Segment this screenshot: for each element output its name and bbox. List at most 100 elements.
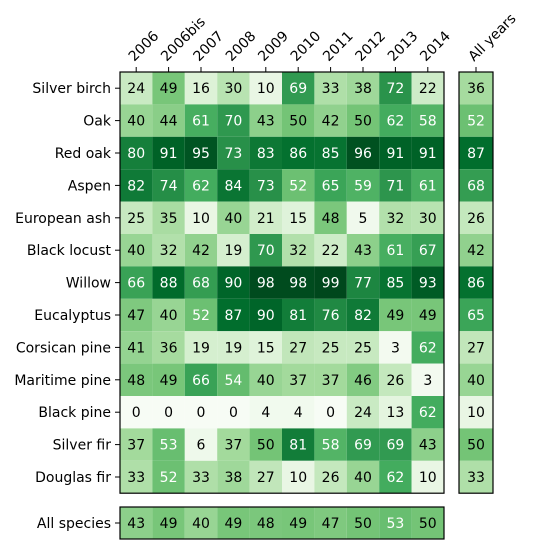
cell-7-1 <box>152 298 185 332</box>
cell-9-0-label: 48 <box>127 373 145 389</box>
cell-10-0-label: 0 <box>132 405 141 421</box>
cell-7-5-label: 81 <box>289 308 307 324</box>
all-years-cell-8-label: 27 <box>467 340 485 356</box>
all-years-cell-10 <box>459 396 493 429</box>
all-years-cell-11 <box>459 428 493 461</box>
cell-3-7 <box>346 169 380 202</box>
cell-6-7-label: 77 <box>354 276 372 292</box>
cell-10-0 <box>120 396 153 429</box>
cell-8-8 <box>379 331 412 364</box>
cell-5-2 <box>184 234 218 267</box>
cell-9-8 <box>379 363 412 396</box>
cell-11-1 <box>152 428 185 461</box>
cell-12-5 <box>282 460 315 494</box>
cell-12-8-label: 62 <box>386 470 404 486</box>
all-species-cell-7 <box>346 507 380 539</box>
cell-11-5 <box>282 428 315 461</box>
cell-4-8-label: 32 <box>386 211 404 227</box>
cell-10-5 <box>282 396 315 429</box>
row-label-8: Corsican pine <box>16 340 111 356</box>
cell-10-3-label: 0 <box>229 405 238 421</box>
cell-5-9-label: 67 <box>419 243 437 259</box>
cell-2-7-label: 96 <box>354 146 372 162</box>
cell-6-8 <box>379 266 412 299</box>
cell-4-5-label: 15 <box>289 211 307 227</box>
cell-11-4-label: 50 <box>257 438 275 454</box>
cell-8-1-label: 36 <box>160 340 178 356</box>
cell-10-4 <box>249 396 282 429</box>
cell-6-0 <box>120 266 153 299</box>
cell-12-3 <box>217 460 250 494</box>
cell-3-7-label: 59 <box>354 178 372 194</box>
cell-11-5-label: 81 <box>289 438 307 454</box>
all-years-label: All years <box>466 11 520 65</box>
cell-7-0 <box>120 298 153 332</box>
cell-12-0-label: 33 <box>127 470 145 486</box>
cell-2-5 <box>282 136 315 170</box>
cell-8-7-label: 25 <box>354 340 372 356</box>
cell-5-2-label: 42 <box>192 243 210 259</box>
cell-9-3 <box>217 363 250 396</box>
cell-8-2-label: 19 <box>192 340 210 356</box>
cell-5-4 <box>249 234 282 267</box>
all-years-cell-6 <box>459 266 493 299</box>
cell-7-5 <box>282 298 315 332</box>
cell-5-7-label: 43 <box>354 243 372 259</box>
col-label-6: 2011 <box>320 28 357 65</box>
all-years-cell-1 <box>459 104 493 137</box>
cell-8-5-label: 27 <box>289 340 307 356</box>
cell-5-8-label: 61 <box>386 243 404 259</box>
cell-0-0 <box>120 72 153 105</box>
cell-1-5-label: 50 <box>289 114 307 130</box>
cell-6-4-label: 98 <box>257 276 275 292</box>
row-label-5: Black locust <box>27 243 112 259</box>
all-years-cell-5 <box>459 234 493 267</box>
cell-4-5 <box>282 201 315 234</box>
cell-2-1-label: 91 <box>160 146 178 162</box>
cell-10-6 <box>314 396 347 429</box>
cell-9-5 <box>282 363 315 396</box>
cell-10-7 <box>346 396 380 429</box>
cell-12-9 <box>411 460 444 494</box>
cell-9-2-label: 66 <box>192 373 210 389</box>
cell-2-6 <box>314 136 347 170</box>
cell-8-9-label: 62 <box>419 340 437 356</box>
cell-6-3 <box>217 266 250 299</box>
cell-12-2-label: 33 <box>192 470 210 486</box>
all-years-cell-6-label: 86 <box>467 276 485 292</box>
all-species-cell-4 <box>249 507 282 539</box>
cell-12-1-label: 52 <box>160 470 178 486</box>
cell-12-9-label: 10 <box>419 470 437 486</box>
cell-11-8-label: 69 <box>386 438 404 454</box>
cell-8-8-label: 3 <box>391 340 400 356</box>
cell-1-8 <box>379 104 412 137</box>
cell-9-7 <box>346 363 380 396</box>
cell-3-0-label: 82 <box>127 178 145 194</box>
row-label-2: Red oak <box>55 146 112 162</box>
all-species-cell-0 <box>120 507 153 539</box>
cell-6-6-label: 99 <box>322 276 340 292</box>
cell-11-9 <box>411 428 444 461</box>
cell-5-1 <box>152 234 185 267</box>
cell-0-0-label: 24 <box>127 81 145 97</box>
cell-9-6-label: 37 <box>322 373 340 389</box>
cell-2-0 <box>120 136 153 170</box>
cell-3-1 <box>152 169 185 202</box>
cell-4-6-label: 48 <box>322 211 340 227</box>
all-years-cell-5-label: 42 <box>467 243 485 259</box>
cell-0-2-label: 16 <box>192 81 210 97</box>
cell-9-0 <box>120 363 153 396</box>
cell-3-9-label: 61 <box>419 178 437 194</box>
cell-8-6-label: 25 <box>322 340 340 356</box>
all-species-cell-2-label: 40 <box>192 516 210 532</box>
cell-11-8 <box>379 428 412 461</box>
cell-11-7-label: 69 <box>354 438 372 454</box>
all-species-cell-2 <box>184 507 218 539</box>
all-species-heatmap: 43 49 40 49 48 49 47 50 53 50 <box>119 506 445 540</box>
cell-7-6 <box>314 298 347 332</box>
cell-10-9 <box>411 396 444 429</box>
all-years-cell-4 <box>459 201 493 234</box>
cell-1-3-label: 70 <box>224 114 242 130</box>
cell-0-8-label: 72 <box>386 81 404 97</box>
col-label-5: 2010 <box>288 28 325 65</box>
